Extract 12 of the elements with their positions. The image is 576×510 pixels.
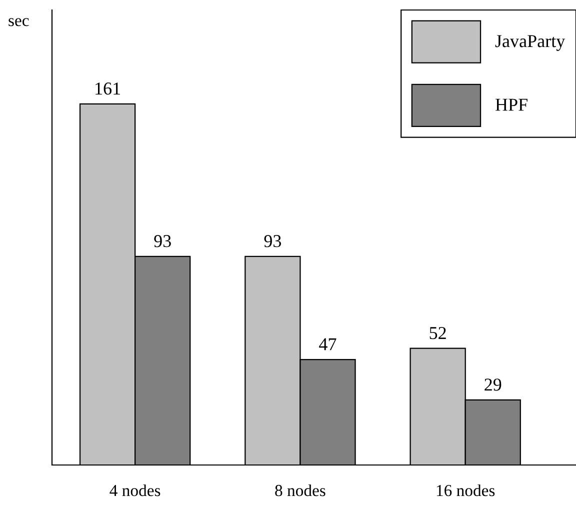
x-tick-label: 4 nodes xyxy=(110,484,160,496)
data-label: 93 xyxy=(154,235,171,248)
data-label: 161 xyxy=(96,82,120,95)
data-label: 47 xyxy=(319,338,336,350)
y-axis-title: sec xyxy=(8,18,29,26)
data-label: 93 xyxy=(264,235,282,248)
data-label: 52 xyxy=(430,327,446,340)
legend-label: JavaParty xyxy=(495,35,566,51)
legend-label: HPF xyxy=(495,98,528,111)
x-tick-label: 16 nodes xyxy=(436,484,495,496)
x-tick-label: 8 nodes xyxy=(275,484,326,496)
data-label: 29 xyxy=(484,378,502,391)
